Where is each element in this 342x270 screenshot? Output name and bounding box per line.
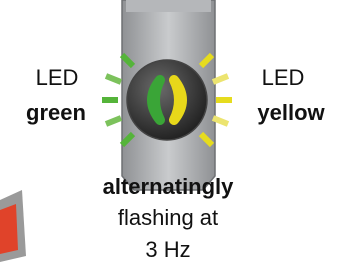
- sensor-top: [126, 0, 211, 12]
- caption-line: 3 Hz: [145, 237, 190, 262]
- caption-line: flashing at: [118, 205, 218, 230]
- led-knob: [127, 60, 207, 140]
- right-color-label: yellow: [257, 100, 325, 125]
- right-led-label: LED: [262, 65, 305, 90]
- led-yellow: [174, 80, 182, 120]
- side-device: [0, 190, 26, 262]
- left-color-label: green: [26, 100, 86, 125]
- led-green: [152, 80, 160, 120]
- caption-line: alternatingly: [103, 174, 235, 199]
- diagram: LED green LED yellow alternatingly flash…: [0, 0, 342, 270]
- left-led-label: LED: [36, 65, 79, 90]
